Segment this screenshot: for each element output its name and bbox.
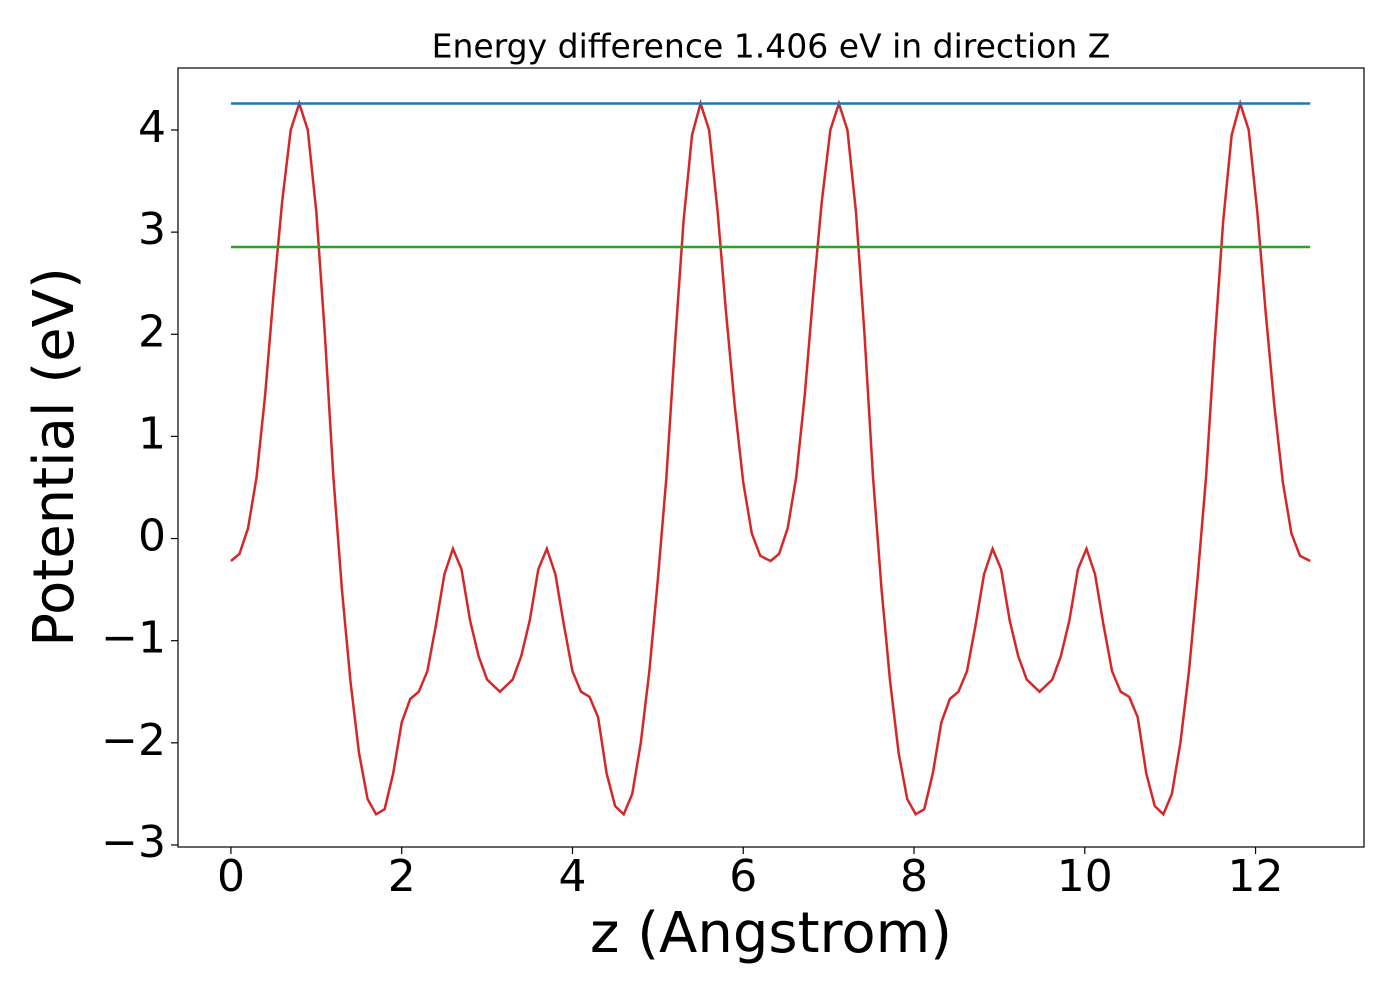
x-tick-label: 0 (217, 851, 245, 902)
y-tick-label: 1 (138, 408, 166, 459)
y-tick-label: 2 (138, 306, 166, 357)
chart-title: Energy difference 1.406 eV in direction … (432, 27, 1111, 66)
x-tick-label: 8 (900, 851, 928, 902)
x-axis-label: z (Angstrom) (590, 901, 952, 966)
y-tick-label: −2 (101, 715, 166, 766)
x-tick-label: 4 (558, 851, 586, 902)
x-tick-label: 12 (1228, 851, 1284, 902)
x-tick-label: 2 (388, 851, 416, 902)
plot-frame (177, 67, 1365, 848)
y-tick-label: −3 (101, 817, 166, 868)
y-tick-label: 0 (138, 511, 166, 562)
data-line (230, 99, 1311, 817)
y-tick-label: −1 (101, 613, 166, 664)
x-tick-label: 6 (729, 851, 757, 902)
y-tick-label: 3 (138, 204, 166, 255)
y-tick-label: 4 (138, 102, 166, 153)
y-axis-label: Potential (eV) (22, 267, 87, 647)
x-tick-label: 10 (1057, 851, 1113, 902)
